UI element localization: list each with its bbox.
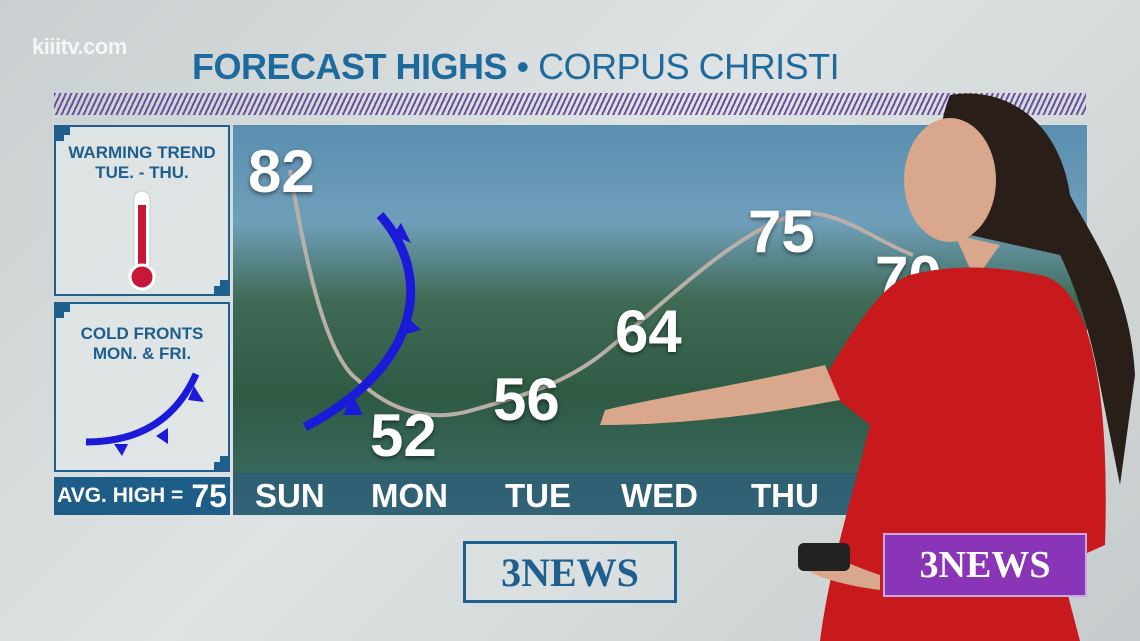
day-wed: WED [621, 477, 698, 514]
avg-high-label: AVG. HIGH = [57, 484, 184, 507]
temp-sun: 82 [248, 138, 315, 205]
cold-fronts-card: COLD FRONTS MON. & FRI. [54, 302, 230, 472]
day-mon: MON [371, 477, 448, 514]
clicker-remote [798, 543, 850, 571]
card-line2: TUE. - THU. [95, 163, 189, 182]
temp-tue: 56 [493, 366, 560, 433]
avg-high-bar: AVG. HIGH = 75 [54, 477, 230, 515]
avg-high-value: 75 [191, 477, 227, 514]
station-bug-logo: 3NEWS [883, 533, 1087, 597]
title-separator: • [516, 46, 530, 87]
warming-trend-card: WARMING TREND TUE. - THU. [54, 125, 230, 296]
page-title: FORECAST HIGHS • CORPUS CHRISTI [192, 46, 840, 88]
temp-mon: 52 [370, 402, 437, 469]
card-line1: WARMING TREND [68, 143, 216, 162]
card-line2: MON. & FRI. [92, 344, 192, 363]
station-logo: 3NEWS [463, 541, 677, 603]
day-sun: SUN [255, 477, 325, 514]
day-thu: THU [751, 477, 819, 514]
temp-wed: 64 [615, 298, 682, 365]
card-line1: COLD FRONTS [80, 324, 204, 343]
title-location: CORPUS CHRISTI [538, 46, 840, 87]
title-main: FORECAST HIGHS [192, 46, 508, 87]
temp-thu: 75 [748, 198, 815, 265]
cold-front-icon [85, 372, 204, 456]
cold-front-line [302, 212, 416, 431]
watermark: kiiitv.com [32, 34, 127, 59]
thermometer-icon [128, 190, 156, 291]
temperature-trend-line [288, 169, 914, 431]
decorative-stripe [54, 93, 1086, 115]
day-tue: TUE [505, 477, 571, 514]
